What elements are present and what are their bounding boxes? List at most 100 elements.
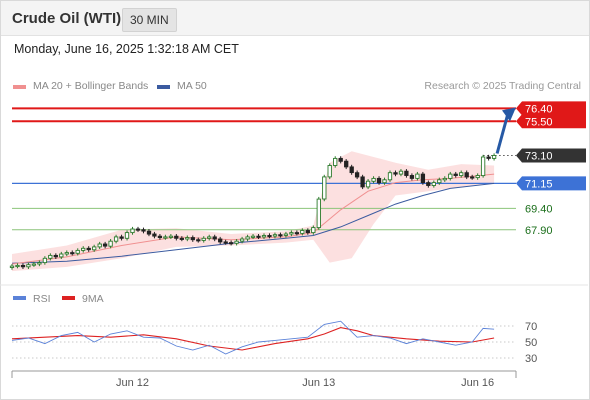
candle-body	[113, 236, 119, 242]
candle-body	[9, 265, 15, 268]
candle-body	[70, 252, 75, 255]
legend-label-1: MA 20 + Bollinger Bands	[33, 80, 148, 92]
candle-body	[239, 238, 245, 242]
candle-body	[426, 182, 431, 186]
candle-body	[168, 235, 174, 238]
forecast-arrow-shaft	[495, 113, 510, 154]
candle-body	[124, 232, 130, 239]
candle-body	[15, 264, 20, 268]
candle-body	[201, 237, 206, 241]
rsi-tick-30: 30	[525, 353, 537, 365]
candle-body	[376, 177, 382, 184]
candle-body	[135, 228, 141, 231]
candle-body	[300, 230, 305, 234]
candle-body	[48, 254, 53, 259]
candle-body	[97, 243, 102, 248]
price-label-71.15: 71.15	[525, 178, 553, 190]
candle-body	[261, 235, 267, 238]
price-label-73.10: 73.10	[525, 151, 553, 163]
candle-body	[289, 232, 294, 235]
candle-body	[448, 173, 453, 179]
candle-body	[420, 173, 426, 184]
candle-body	[218, 238, 223, 243]
candle-body	[349, 166, 354, 174]
candle-body	[475, 175, 480, 179]
candle-body	[141, 229, 146, 232]
candle-body	[250, 235, 256, 238]
candle-body	[393, 172, 398, 175]
candle-body	[53, 254, 58, 258]
candle-body	[382, 179, 387, 184]
candle-body	[59, 253, 64, 258]
candle-body	[442, 177, 447, 181]
price-label-69.40: 69.40	[525, 203, 553, 215]
candle-body	[185, 237, 190, 240]
candle-body	[344, 160, 349, 168]
price-tag-73.10	[516, 148, 586, 163]
candle-body	[464, 172, 469, 178]
candle-body	[245, 236, 250, 240]
candle-body	[228, 242, 234, 245]
candle-body	[119, 236, 124, 239]
candle-body	[409, 175, 415, 179]
rsi-tick-70: 70	[525, 321, 537, 333]
forecast-arrow-head	[502, 107, 516, 122]
candle-body	[75, 249, 80, 254]
candle-body	[102, 243, 108, 247]
candle-body	[480, 156, 486, 177]
candle-body	[267, 235, 272, 238]
candle-body	[415, 173, 420, 179]
candle-body	[86, 247, 91, 251]
ma50-line	[11, 182, 495, 264]
timestamp: Monday, June 16, 2025 1:32:18 AM CET	[14, 42, 239, 56]
candle-body	[108, 240, 113, 247]
candle-body	[305, 230, 310, 234]
research-credit: Research © 2025 Trading Central	[424, 80, 581, 92]
candle-body	[26, 264, 31, 268]
timeframe-button[interactable]: 30 MIN	[122, 8, 177, 32]
candle-body	[272, 234, 278, 237]
candle-body	[31, 263, 37, 266]
candle-body	[223, 241, 228, 244]
candle-body	[207, 236, 212, 239]
candle-body	[365, 180, 371, 188]
candle-body	[437, 179, 442, 184]
candle-body	[354, 172, 360, 178]
candle-body	[294, 232, 300, 235]
candle-body	[92, 246, 97, 251]
candle-body	[278, 234, 283, 237]
rsi-legend-swatch-1	[13, 296, 26, 300]
candle-body	[283, 233, 289, 236]
legend-swatch-2	[157, 85, 170, 89]
x-tick-Jun-16: Jun 16	[461, 377, 494, 389]
candle-body	[256, 235, 261, 238]
chart-header: Crude Oil (WTI) 30 MIN	[1, 1, 589, 36]
candle-body	[179, 237, 184, 240]
candle-body	[152, 233, 157, 237]
candle-body	[327, 165, 332, 178]
candle-body	[333, 157, 338, 166]
rsi-line	[11, 320, 495, 355]
candle-body	[338, 157, 343, 162]
candle-body	[491, 155, 497, 159]
candle-body	[130, 228, 135, 234]
x-tick-Jun-13: Jun 13	[302, 377, 335, 389]
legend-label-2: MA 50	[177, 80, 207, 92]
candle-body	[398, 170, 404, 175]
rsi-legend-label-1: RSI	[33, 293, 51, 305]
candle-body	[42, 257, 48, 264]
candle-body	[470, 176, 475, 179]
price-label-67.90: 67.90	[525, 225, 553, 237]
instrument-title: Crude Oil (WTI)	[12, 10, 122, 27]
candle-body	[360, 176, 365, 188]
rsi-tick-50: 50	[525, 337, 537, 349]
price-label-75.50: 75.50	[525, 116, 553, 128]
candle-body	[146, 230, 152, 235]
candle-body	[174, 235, 179, 239]
candle-body	[387, 172, 393, 181]
candle-body	[20, 264, 26, 268]
candle-body	[234, 240, 239, 244]
candle-body	[486, 156, 491, 159]
